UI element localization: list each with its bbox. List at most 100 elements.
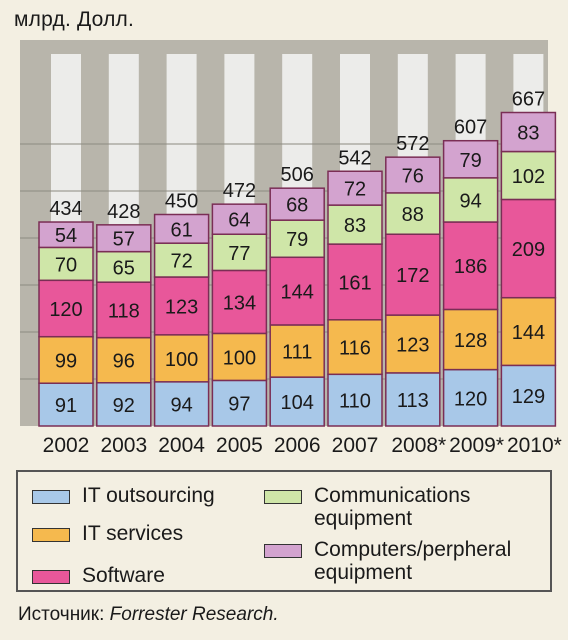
data-label-it-outsourcing: 104	[281, 392, 314, 414]
data-label-software: 172	[396, 265, 429, 287]
legend: IT outsourcing IT services Software Comm…	[16, 470, 552, 592]
bar-segment-it-services	[153, 334, 210, 383]
data-label-computers-perpheral-equipment: 64	[228, 210, 250, 232]
bar-segment-communications-equipment	[96, 250, 152, 283]
legend-swatch-software	[32, 570, 70, 584]
bar-segment-computers-perpheral-equipment	[327, 170, 383, 206]
data-label-computers-perpheral-equipment: 61	[170, 219, 192, 241]
legend-item-software: Software	[32, 564, 165, 587]
bar-segment-computers-perpheral-equipment	[211, 203, 268, 235]
bar-segment-computers-perpheral-equipment	[269, 187, 325, 221]
bar-segment-software	[211, 269, 268, 335]
bar-segment-communications-equipment	[500, 150, 557, 201]
data-label-software: 118	[108, 300, 140, 322]
source-prefix: Источник:	[18, 604, 110, 625]
bar-segment-computers-perpheral-equipment	[38, 221, 94, 249]
unit-label: млрд. Долл.	[14, 8, 135, 31]
data-label-it-services: 123	[396, 334, 429, 356]
category-tick-label: 2008*	[391, 434, 446, 457]
data-label-communications-equipment: 83	[344, 215, 366, 237]
legend-swatch-it-services	[32, 528, 70, 542]
legend-item-communications-equipment: Communications equipment	[264, 484, 470, 530]
data-label-it-services: 144	[512, 322, 545, 344]
data-label-it-outsourcing: 129	[512, 386, 545, 408]
bar-segment-computers-perpheral-equipment	[153, 213, 210, 244]
data-label-software: 120	[49, 299, 82, 321]
legend-label-it-outsourcing: IT outsourcing	[82, 484, 215, 507]
bar-segment-computers-perpheral-equipment	[442, 139, 499, 179]
bar-segment-communications-equipment	[442, 177, 499, 223]
bar-segment-communications-equipment	[327, 204, 383, 245]
data-label-computers-perpheral-equipment: 76	[402, 166, 424, 188]
data-label-software: 161	[338, 272, 371, 294]
data-label-software: 134	[223, 292, 256, 314]
stacked-bar-chart: 91 99 120 70 54 434 2002 92 96 118 65 57 428 2003 94 10…	[20, 40, 562, 457]
data-label-communications-equipment: 102	[512, 166, 545, 188]
legend-swatch-computers-equipment	[264, 544, 302, 558]
data-label-software: 209	[512, 239, 545, 261]
total-label: 434	[49, 198, 82, 220]
total-label: 667	[512, 89, 545, 111]
legend-item-computers-equipment: Computers/perpheral equipment	[264, 538, 511, 584]
bar-segment-software	[442, 221, 499, 311]
data-label-it-outsourcing: 120	[454, 388, 487, 410]
bar-segment-software	[96, 281, 152, 339]
data-label-it-services: 100	[223, 347, 256, 369]
legend-label-communications-line1: Communications	[314, 484, 471, 507]
source-name: Forrester Research.	[109, 604, 279, 625]
bar-segment-communications-equipment	[269, 219, 325, 259]
bar-segment-software	[38, 279, 94, 338]
data-label-communications-equipment: 79	[286, 229, 308, 251]
data-label-it-outsourcing: 110	[339, 391, 371, 413]
data-label-communications-equipment: 65	[113, 257, 135, 279]
category-tick-label: 2007	[332, 434, 379, 457]
bar-segment-communications-equipment	[38, 246, 94, 282]
legend-swatch-it-outsourcing	[32, 490, 70, 504]
category-tick-label: 2002	[43, 434, 90, 457]
data-label-it-services: 96	[113, 351, 135, 373]
total-label: 472	[223, 180, 256, 202]
legend-label-communications-equipment: Communications equipment	[314, 484, 470, 530]
data-label-it-services: 99	[55, 350, 77, 372]
legend-label-software: Software	[82, 564, 165, 587]
data-label-computers-perpheral-equipment: 68	[286, 195, 308, 217]
data-label-software: 144	[281, 282, 314, 304]
data-label-computers-perpheral-equipment: 72	[344, 179, 366, 201]
category-tick-label: 2004	[158, 434, 205, 457]
data-label-it-outsourcing: 97	[228, 394, 250, 416]
bar-segment-it-outsourcing	[38, 382, 94, 427]
legend-label-computers-equipment: Computers/perpheral equipment	[314, 538, 511, 584]
data-label-software: 186	[454, 256, 487, 278]
data-label-it-outsourcing: 94	[170, 394, 192, 416]
data-label-communications-equipment: 94	[459, 190, 481, 212]
bar-segment-it-services	[96, 336, 152, 384]
total-label: 506	[281, 164, 314, 186]
total-label: 607	[454, 117, 487, 139]
legend-label-computers-line2: equipment	[314, 561, 413, 584]
bar-segment-software	[269, 256, 325, 326]
legend-swatch-communications-equipment	[264, 490, 302, 504]
category-tick-label: 2005	[216, 434, 263, 457]
data-label-it-outsourcing: 113	[397, 390, 429, 412]
bar-segment-it-services	[500, 296, 557, 367]
data-label-computers-perpheral-equipment: 57	[113, 229, 135, 251]
bar-segment-it-outsourcing	[153, 381, 210, 427]
legend-label-communications-line2: equipment	[314, 507, 413, 530]
data-label-it-services: 128	[454, 330, 487, 352]
bar-segment-computers-perpheral-equipment	[385, 156, 441, 194]
total-label: 428	[107, 201, 140, 223]
data-label-communications-equipment: 88	[402, 204, 424, 226]
total-label: 450	[165, 191, 198, 213]
data-label-computers-perpheral-equipment: 54	[55, 225, 77, 247]
legend-item-it-services: IT services	[32, 522, 183, 545]
data-label-it-services: 116	[339, 338, 371, 360]
legend-label-computers-line1: Computers/perpheral	[314, 538, 512, 561]
bar-segment-it-outsourcing	[211, 379, 268, 427]
data-label-it-outsourcing: 92	[113, 395, 135, 417]
data-label-computers-perpheral-equipment: 79	[459, 150, 481, 172]
category-tick-label: 2006	[274, 434, 321, 457]
bar-segment-it-outsourcing	[327, 373, 383, 427]
data-label-software: 123	[165, 296, 198, 318]
bar-segment-it-outsourcing	[269, 376, 325, 427]
total-label: 542	[338, 147, 371, 169]
